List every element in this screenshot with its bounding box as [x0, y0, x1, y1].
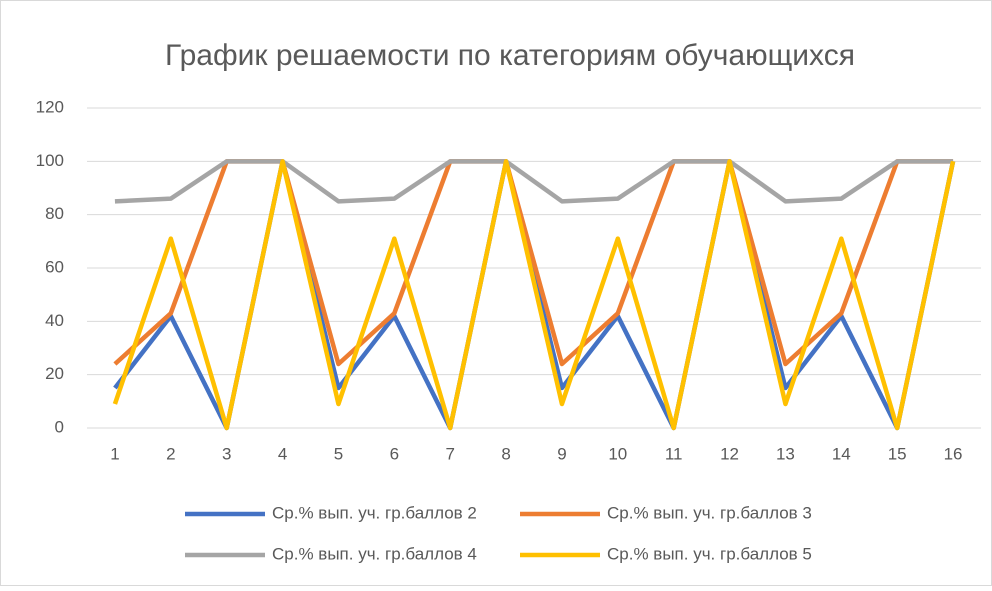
y-tick-label: 120 [36, 97, 64, 116]
x-tick-label: 14 [832, 444, 851, 463]
x-tick-label: 13 [776, 444, 795, 463]
x-tick-label: 11 [665, 444, 683, 463]
x-tick-label: 12 [720, 444, 739, 463]
x-tick-label: 10 [608, 444, 627, 463]
x-tick-label: 16 [944, 444, 963, 463]
x-tick-label: 1 [110, 444, 119, 463]
x-tick-label: 7 [445, 444, 454, 463]
x-tick-label: 3 [222, 444, 231, 463]
x-tick-label: 6 [390, 444, 399, 463]
y-tick-label: 60 [45, 257, 64, 276]
legend-label: Ср.% вып. уч. гр.баллов 2 [272, 503, 477, 522]
series-line [114, 159, 954, 204]
legend-label: Ср.% вып. уч. гр.баллов 5 [607, 544, 812, 563]
y-tick-label: 100 [36, 151, 64, 170]
y-tick-label: 20 [45, 364, 64, 383]
y-tick-label: 80 [45, 204, 64, 223]
x-tick-label: 9 [557, 444, 566, 463]
chart-title: График решаемости по категориям обучающи… [165, 39, 855, 72]
x-tick-label: 4 [278, 444, 287, 463]
series-line [112, 159, 956, 431]
x-tick-label: 2 [166, 444, 175, 463]
x-tick-label: 8 [501, 444, 510, 463]
y-tick-label: 0 [55, 417, 64, 436]
x-tick-label: 5 [334, 444, 343, 463]
legend-label: Ср.% вып. уч. гр.баллов 3 [607, 503, 812, 522]
x-tick-label: 15 [888, 444, 907, 463]
legend-label: Ср.% вып. уч. гр.баллов 4 [272, 544, 477, 563]
y-tick-label: 40 [45, 311, 64, 330]
